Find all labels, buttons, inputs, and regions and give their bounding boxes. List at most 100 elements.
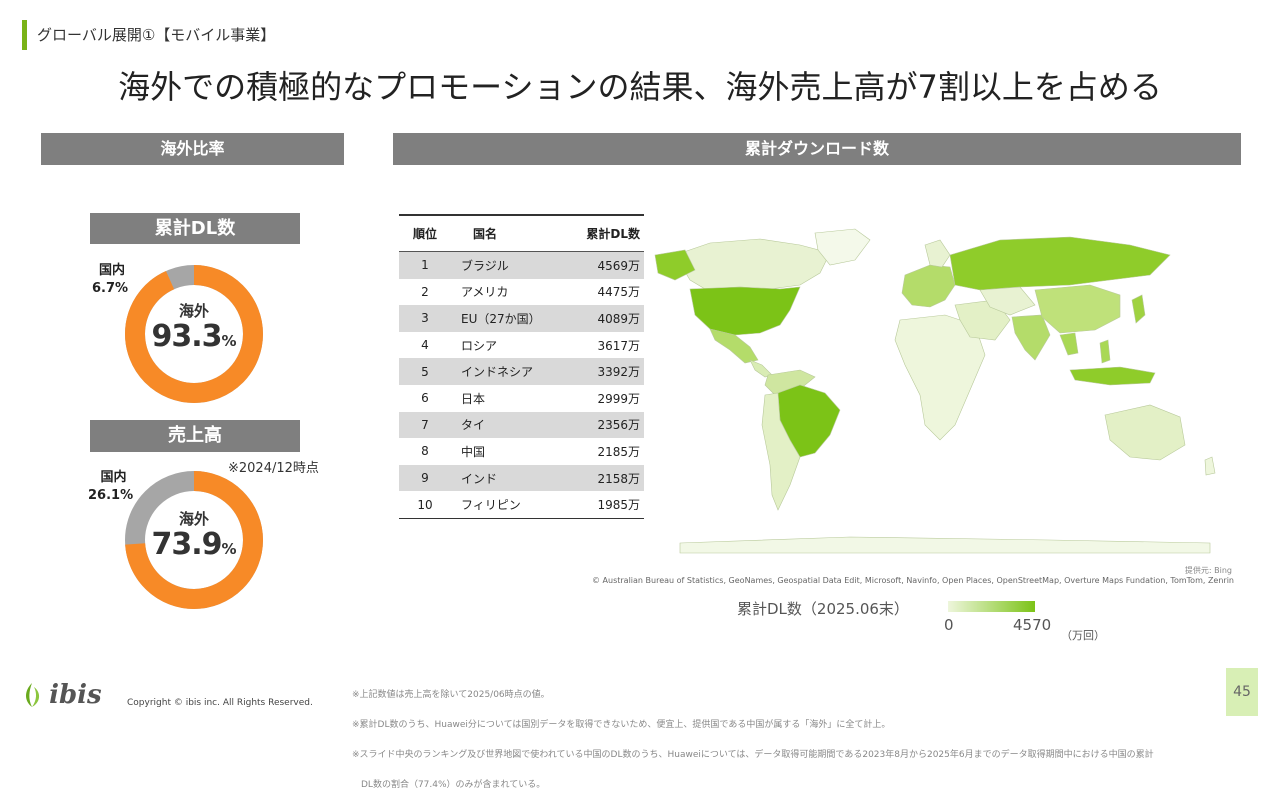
sales-domestic-label: 国内 26.1% [88, 469, 133, 505]
row-country: ロシア [461, 338, 498, 353]
sales-domestic-pct: 26.1% [88, 488, 134, 503]
row-dl: 1985万 [567, 491, 644, 519]
row-country: アメリカ [461, 285, 509, 300]
table-row: 7 タイ 2356万 [399, 411, 644, 439]
map-provider: 提供元: Bing [1184, 566, 1232, 575]
dl-overseas-pct-sign: % [221, 332, 237, 350]
map-alaska [654, 249, 696, 281]
section-label: グローバル展開①【モバイル事業】 [22, 20, 275, 50]
dl-overseas-center: 海外 93.3% [144, 300, 244, 354]
row-rank: 4 [421, 338, 429, 353]
col-header-country: 国名 [451, 214, 568, 252]
row-rank: 7 [399, 411, 451, 439]
legend-max: 4570 [1013, 616, 1052, 634]
row-dl: 2999万 [597, 391, 640, 406]
dl-block-title: 累計DL数 [90, 213, 300, 244]
map-scandinavia [924, 239, 951, 268]
dl-domestic-pct: 6.7% [92, 281, 129, 296]
map-south-america-south [761, 392, 801, 511]
overseas-ratio-header: 海外比率 [41, 133, 344, 165]
world-map [654, 228, 1216, 554]
map-philippines [1099, 339, 1111, 364]
page-number: 45 [1226, 668, 1258, 716]
ranking-table: 順位 国名 累計DL数 1 ブラジル 4569万 2 アメリカ 4475万 3 EU（27… [399, 214, 644, 519]
map-greenland [814, 228, 871, 266]
row-country: フィリピン [451, 491, 568, 519]
map-new-zealand [1204, 456, 1216, 476]
sales-overseas-value-row: 73.9% [144, 527, 244, 562]
table-row: 9 インド 2158万 [399, 464, 644, 492]
row-country: インドネシア [451, 358, 568, 385]
dl-overseas-value: 93.3 [151, 319, 222, 354]
map-central-america [749, 359, 773, 378]
ibis-logo: ibis [20, 680, 102, 710]
row-dl: 2158万 [567, 464, 644, 492]
row-country: 中国 [461, 444, 486, 459]
row-dl: 4089万 [567, 305, 644, 332]
row-dl: 4569万 [567, 251, 644, 279]
page-title: 海外での積極的なプロモーションの結果、海外売上高が7割以上を占める [118, 68, 1162, 106]
map-india [1011, 314, 1051, 361]
logo-text: ibis [49, 680, 102, 710]
map-antarctica [679, 536, 1211, 554]
row-dl: 3617万 [597, 338, 640, 353]
leaf-icon [26, 683, 40, 707]
row-rank: 5 [399, 358, 451, 385]
sales-block-title: 売上高 [90, 420, 300, 452]
sales-note: ※2024/12時点 [228, 461, 319, 476]
row-rank: 8 [421, 444, 429, 459]
row-rank: 10 [399, 491, 451, 519]
downloads-header: 累計ダウンロード数 [393, 133, 1241, 165]
map-china [1034, 284, 1121, 334]
row-rank: 3 [399, 305, 451, 332]
dl-domestic-label: 国内 6.7% [92, 262, 128, 298]
col-header-dl: 累計DL数 [567, 214, 644, 252]
row-country: インド [451, 464, 568, 492]
table-header-row: 順位 国名 累計DL数 [399, 214, 644, 252]
table-row: 2 アメリカ 4475万 [399, 279, 644, 306]
row-dl: 3392万 [567, 358, 644, 385]
sales-overseas-value: 73.9 [151, 527, 222, 562]
table-row: 3 EU（27か国） 4089万 [399, 305, 644, 332]
row-country: タイ [451, 411, 568, 439]
sales-overseas-label: 海外 [178, 510, 209, 528]
map-attribution: © Australian Bureau of Statistics, GeoNa… [591, 576, 1234, 585]
map-central-asia [979, 286, 1036, 316]
dl-donut-overseas-segment [125, 265, 263, 403]
row-rank: 9 [399, 464, 451, 492]
map-canada [674, 238, 831, 290]
sales-donut-overseas-segment [125, 471, 263, 609]
table-row: 10 フィリピン 1985万 [399, 491, 644, 519]
dl-donut-chart [125, 265, 263, 403]
sales-donut-chart [125, 471, 263, 609]
table-row: 6 日本 2999万 [399, 385, 644, 412]
legend-title: 累計DL数（2025.06末） [737, 600, 909, 618]
dl-domestic-label-text: 国内 [99, 263, 126, 278]
row-rank: 6 [421, 391, 429, 406]
table-row: 4 ロシア 3617万 [399, 332, 644, 359]
row-country: EU（27か国） [451, 305, 568, 332]
map-japan [1131, 294, 1146, 324]
map-usa [689, 286, 801, 336]
row-dl: 4475万 [597, 285, 640, 300]
col-header-rank: 順位 [399, 214, 451, 252]
map-europe [901, 264, 956, 308]
row-rank: 1 [399, 251, 451, 279]
table-row: 8 中国 2185万 [399, 438, 644, 465]
footnote-2: ※累計DL数のうち、Huawei分については国別データを取得できないため、便宜上… [352, 720, 891, 730]
legend-unit: （万回） [1061, 629, 1105, 642]
table-row: 1 ブラジル 4569万 [399, 251, 644, 279]
sales-overseas-center: 海外 73.9% [144, 508, 244, 562]
table-row: 5 インドネシア 3392万 [399, 358, 644, 385]
dl-overseas-value-row: 93.3% [144, 319, 244, 354]
legend-min: 0 [944, 616, 954, 634]
row-dl: 2185万 [597, 444, 640, 459]
row-rank: 2 [421, 284, 429, 299]
footnotes: ※上記数値は売上高を除いて2025/06時点の値。 ※累計DL数のうち、Huaw… [352, 670, 1154, 800]
map-russia [949, 236, 1171, 291]
sales-domestic-label-text: 国内 [100, 470, 127, 485]
footnote-4: DL数の割合（77.4%）のみが含まれている。 [352, 780, 546, 790]
row-dl: 2356万 [567, 411, 644, 439]
legend-gradient [948, 601, 1035, 612]
map-thailand [1059, 332, 1079, 356]
